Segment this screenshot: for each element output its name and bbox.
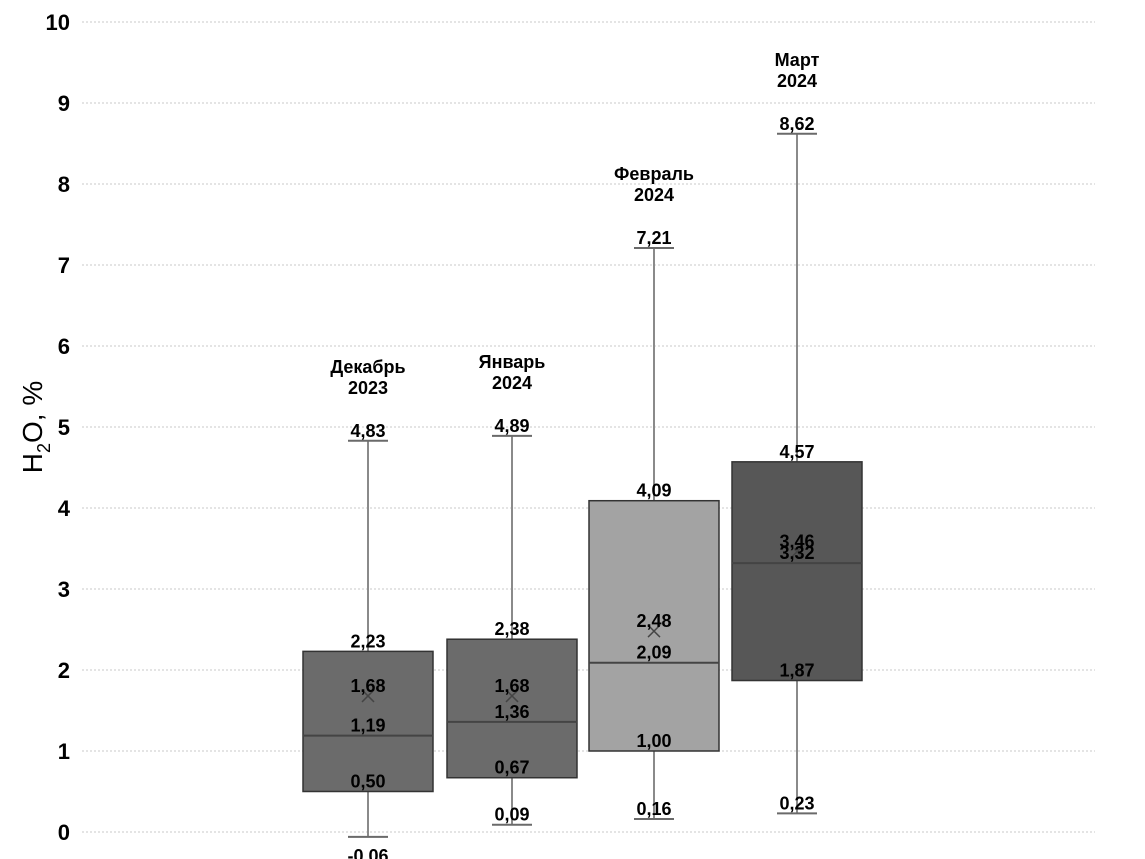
category-label: Февраль [614, 164, 694, 184]
median-label: 2,09 [636, 643, 671, 663]
q1-label: 0,67 [494, 758, 529, 778]
box-iqr [302, 650, 434, 793]
category-label: Январь [479, 352, 546, 372]
mean-marker-stroke [647, 624, 661, 638]
median-label: 3,32 [779, 543, 814, 563]
y-tick-label: 7 [58, 253, 70, 278]
mean-label: 1,68 [494, 676, 529, 696]
min-label: 0,23 [779, 793, 814, 813]
y-axis-label-main: H [17, 453, 48, 473]
q1-label: 1,87 [779, 661, 814, 681]
y-axis-label-sub: 2 [34, 443, 54, 453]
q1-label: 0,50 [350, 772, 385, 792]
min-label: 0,16 [636, 799, 671, 819]
y-tick-label: 4 [58, 496, 71, 521]
y-tick-label: 8 [58, 172, 70, 197]
y-tick-label: 3 [58, 577, 70, 602]
mean-marker [361, 689, 375, 703]
max-label: 4,89 [494, 416, 529, 436]
box-iqr [446, 638, 578, 779]
mean-marker [647, 624, 661, 638]
mean-label: 1,68 [350, 676, 385, 696]
y-tick-label: 6 [58, 334, 70, 359]
grid-layer [82, 21, 1095, 833]
mean-label: 2,48 [636, 611, 671, 631]
y-tick-label: 1 [58, 739, 70, 764]
max-label: 7,21 [636, 228, 671, 248]
box-layer [302, 132, 863, 838]
mean-marker-stroke [790, 545, 804, 559]
y-tick-label: 10 [46, 10, 70, 35]
box-iqr [731, 461, 863, 682]
q3-label: 4,09 [636, 481, 671, 501]
q1-label: 1,00 [636, 731, 671, 751]
category-label-year: 2024 [492, 373, 532, 393]
category-label: Март [775, 50, 820, 70]
category-label: Декабрь [330, 357, 405, 377]
y-tick-label: 0 [58, 820, 70, 845]
max-label: 4,83 [350, 421, 385, 441]
category-label-year: 2024 [777, 71, 817, 91]
mean-marker [790, 545, 804, 559]
y-tick-label: 2 [58, 658, 70, 683]
median-label: 1,36 [494, 702, 529, 722]
mean-marker-stroke [505, 689, 519, 703]
mean-label: 3,46 [779, 532, 814, 552]
mean-marker-stroke [361, 689, 375, 703]
min-label: -0,06 [347, 846, 388, 859]
y-tick-label: 5 [58, 415, 70, 440]
q3-label: 2,38 [494, 619, 529, 639]
q3-label: 2,23 [350, 631, 385, 651]
category-label-year: 2023 [348, 378, 388, 398]
y-axis-label: H2O, % [17, 381, 54, 473]
median-label: 1,19 [350, 716, 385, 736]
q3-label: 4,57 [779, 442, 814, 462]
mean-marker [505, 689, 519, 703]
box-iqr [588, 499, 720, 752]
max-label: 8,62 [779, 114, 814, 134]
y-axis-label-rest: O, % [17, 381, 48, 443]
y-tick-label: 9 [58, 91, 70, 116]
min-label: 0,09 [494, 805, 529, 825]
category-label-year: 2024 [634, 185, 674, 205]
